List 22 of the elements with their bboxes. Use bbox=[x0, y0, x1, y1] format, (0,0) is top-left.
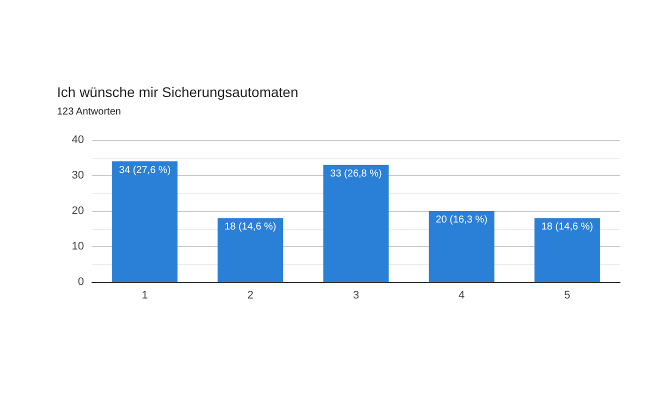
bar bbox=[428, 211, 494, 282]
data-label: 20 (16,3 %) bbox=[436, 214, 488, 226]
x-tick-label: 2 bbox=[247, 290, 254, 302]
y-tick-label: 0 bbox=[78, 276, 84, 288]
bar bbox=[323, 164, 389, 282]
x-tick-label: 5 bbox=[564, 290, 570, 302]
bar bbox=[112, 161, 178, 282]
data-label: 33 (26,8 %) bbox=[330, 168, 382, 180]
x-tick-label: 4 bbox=[458, 290, 465, 302]
x-tick-label: 1 bbox=[142, 290, 148, 302]
y-tick-label: 20 bbox=[72, 205, 84, 217]
data-label: 18 (14,6 %) bbox=[541, 222, 594, 233]
y-tick-label: 10 bbox=[72, 240, 84, 252]
chart-subtitle: 123 Antworten bbox=[57, 106, 121, 118]
bar bbox=[218, 218, 284, 282]
data-label: 18 (14,6 %) bbox=[224, 222, 276, 233]
y-tick-label: 30 bbox=[72, 170, 84, 182]
data-label: 34 (27,6 %) bbox=[118, 164, 171, 176]
x-tick-label: 3 bbox=[352, 290, 360, 302]
y-tick-label: 40 bbox=[72, 134, 84, 146]
chart-title: Ich wünsche mir Sicherungsautomaten bbox=[57, 84, 298, 100]
bar bbox=[534, 218, 600, 282]
